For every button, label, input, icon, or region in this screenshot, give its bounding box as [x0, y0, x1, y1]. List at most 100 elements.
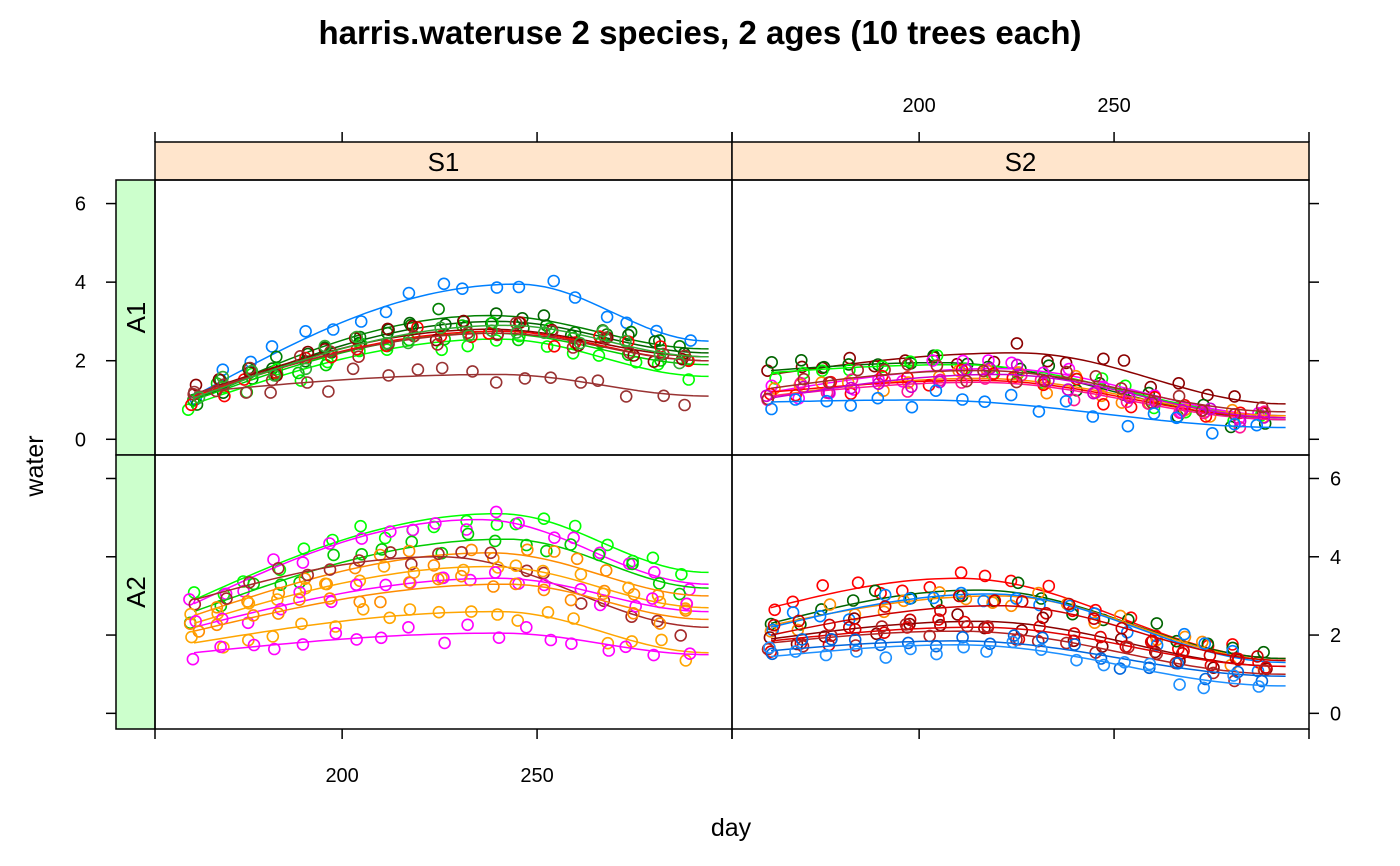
data-point: [243, 575, 256, 589]
data-point: [1068, 638, 1081, 651]
data-point: [1113, 662, 1127, 675]
data-point: [429, 517, 442, 530]
y-tick-label-left: 4: [75, 272, 86, 294]
data-point: [402, 544, 416, 558]
data-point: [519, 620, 533, 634]
data-point: [622, 581, 635, 595]
data-point: [192, 391, 206, 404]
data-point: [323, 537, 336, 550]
data-point: [520, 538, 533, 552]
data-point: [350, 330, 364, 344]
data-point: [1067, 393, 1081, 407]
series-10: [192, 321, 709, 404]
data-point: [350, 633, 363, 646]
smooth-line: [770, 644, 1286, 687]
data-point: [952, 589, 966, 603]
data-point: [1204, 658, 1218, 672]
series-7: [764, 613, 1286, 674]
series-1: [189, 274, 709, 406]
data-point: [851, 576, 865, 590]
data-point: [1122, 640, 1135, 654]
data-point: [402, 286, 416, 300]
data-point: [901, 636, 915, 650]
data-point: [1227, 669, 1240, 682]
data-point: [1252, 680, 1266, 693]
data-point: [1033, 598, 1046, 612]
data-point: [903, 355, 917, 369]
x-tick-label-top: 250: [1097, 95, 1130, 117]
data-point: [402, 576, 416, 589]
data-point: [484, 546, 498, 560]
data-point: [899, 618, 913, 631]
smooth-line: [770, 352, 1286, 405]
data-point: [1197, 681, 1210, 695]
data-point: [1170, 411, 1183, 425]
smooth-line: [193, 538, 709, 613]
panel-s2-a1: [760, 337, 1286, 440]
data-point: [1204, 402, 1217, 416]
data-point: [1118, 655, 1131, 669]
data-point: [825, 632, 838, 646]
data-point: [954, 586, 968, 600]
axes-group: 200 250 200 250 0 2 4 6 0 2 4 6: [75, 95, 1341, 787]
data-point: [322, 385, 335, 398]
data-point: [600, 310, 614, 324]
data-point: [934, 604, 947, 617]
data-point: [1062, 362, 1076, 376]
smooth-line: [193, 283, 709, 397]
smooth-line: [770, 604, 1286, 662]
data-point: [875, 620, 889, 633]
strip-a2: [115, 454, 156, 730]
data-point: [795, 360, 809, 374]
data-point: [679, 604, 693, 617]
data-point: [518, 372, 532, 385]
data-point: [1122, 391, 1136, 404]
data-point: [598, 331, 612, 345]
data-point: [629, 599, 643, 613]
data-point: [1031, 634, 1045, 648]
data-point: [849, 639, 863, 652]
data-point: [574, 597, 588, 610]
data-point: [825, 629, 838, 643]
data-point: [792, 614, 806, 628]
data-point: [512, 280, 526, 294]
data-point: [1062, 597, 1076, 611]
data-point: [574, 567, 588, 581]
data-point: [491, 608, 504, 621]
smooth-line: [770, 399, 1286, 429]
data-point: [653, 348, 667, 361]
data-point: [627, 606, 640, 620]
strip-label-s1: S1: [428, 147, 460, 177]
data-point: [329, 626, 343, 640]
data-point: [323, 592, 337, 605]
data-point: [509, 559, 523, 573]
data-point: [435, 361, 449, 375]
data-point: [545, 324, 559, 338]
data-point: [871, 391, 885, 405]
data-point: [844, 381, 858, 395]
chart-title: harris.wateruse 2 species, 2 ages (10 tr…: [318, 14, 1081, 51]
smooth-line: [770, 640, 1286, 677]
data-point: [432, 302, 445, 316]
data-point: [327, 548, 340, 562]
panel-border: [154, 454, 733, 730]
strip-a1: [115, 179, 156, 456]
data-point: [786, 606, 800, 619]
smooth-line: [193, 328, 709, 395]
data-point: [819, 648, 833, 662]
data-point: [986, 596, 999, 610]
series-5: [767, 589, 1286, 665]
data-point: [295, 617, 308, 631]
data-point: [1173, 678, 1186, 691]
smooth-line: [193, 610, 709, 654]
data-point: [381, 322, 395, 336]
data-point: [675, 567, 688, 581]
data-point: [599, 564, 613, 577]
smooth-line: [193, 373, 709, 397]
data-point: [382, 369, 395, 382]
panel-s1-a1: [181, 274, 709, 417]
data-point: [573, 336, 587, 350]
data-point: [646, 592, 659, 605]
data-point: [1251, 650, 1264, 663]
data-point: [850, 645, 863, 658]
